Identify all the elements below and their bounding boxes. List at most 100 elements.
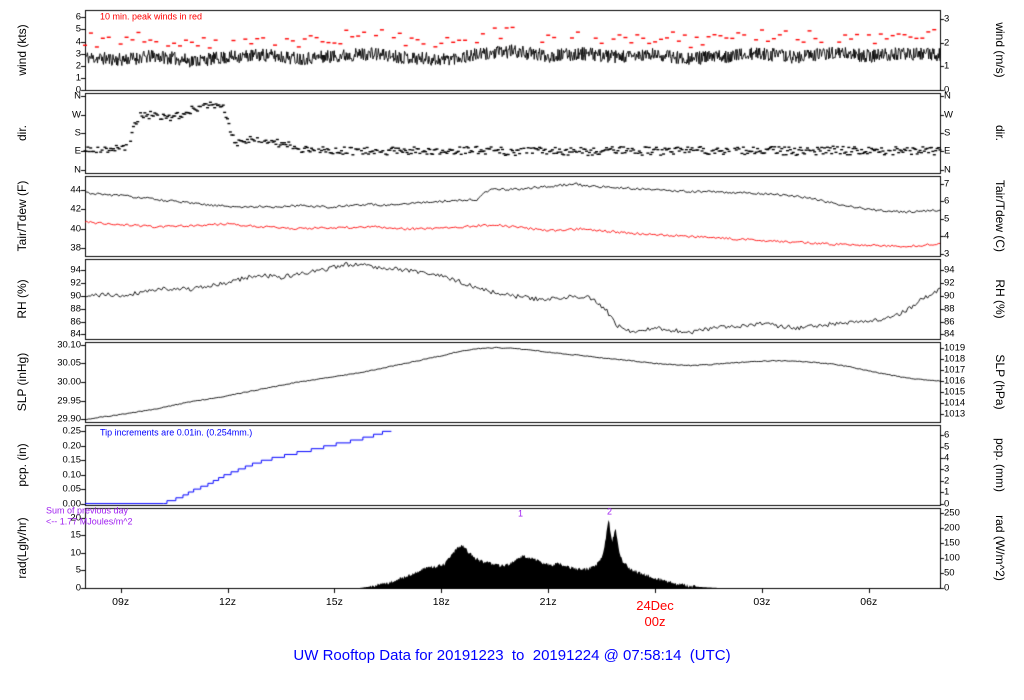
axis-title-relative-humidity-right: RH (%) — [993, 279, 1007, 319]
radiation-y-tick-right: 0 — [944, 582, 950, 594]
precipitation-y-tick-left: 0.05 — [62, 483, 82, 495]
temperature-y-tick-left: 40 — [70, 222, 81, 234]
x-tick-label: 03z — [753, 596, 771, 608]
chart-title: UW Rooftop Data for 20191223 to 20191224… — [293, 647, 731, 664]
temperature-y-tick-right: 4 — [944, 230, 950, 242]
x-tick-date: 24Dec — [636, 598, 674, 613]
sea-level-pressure-y-tick-right: 1019 — [944, 342, 966, 354]
x-tick-label: 12z — [219, 596, 236, 608]
radiation-annotation-3: 2 — [607, 506, 613, 517]
axis-title-wind-right: wind (m/s) — [993, 22, 1007, 78]
dir-y-tick-left: S — [74, 127, 81, 139]
relative-humidity-y-tick-right: 86 — [944, 315, 955, 327]
radiation-y-tick-right: 100 — [944, 552, 960, 564]
precipitation-y-tick-left: 0.25 — [62, 425, 82, 437]
wind-y-tick-left: 5 — [75, 23, 81, 35]
x-tick-label: 09z — [112, 596, 130, 608]
wind-y-tick-right: 3 — [944, 13, 950, 25]
sea-level-pressure-y-tick-right: 1015 — [944, 386, 966, 398]
radiation-annotation-0: Sum of previous day — [46, 505, 129, 516]
wind-y-tick-left: 3 — [75, 47, 81, 59]
radiation-y-tick-left: 10 — [70, 547, 81, 559]
dir-y-tick-left: N — [74, 90, 81, 102]
sea-level-pressure-y-tick-right: 1013 — [944, 408, 966, 420]
x-tick-label: 15z — [325, 596, 343, 608]
relative-humidity-y-tick-left: 86 — [70, 315, 81, 327]
sea-level-pressure-y-tick-right: 1018 — [944, 353, 966, 365]
precipitation-y-tick-right: 2 — [944, 475, 950, 487]
relative-humidity-y-tick-left: 84 — [70, 328, 81, 340]
dir-y-tick-right: S — [944, 127, 951, 139]
relative-humidity-y-tick-right: 90 — [944, 290, 955, 302]
axis-title-dir-left: dir. — [15, 124, 29, 142]
radiation-y-tick-right: 50 — [944, 567, 955, 579]
relative-humidity-y-tick-right: 94 — [944, 264, 955, 276]
axis-title-temperature-right: Tair/Tdew (C) — [993, 179, 1007, 253]
dir-y-tick-right: N — [944, 164, 951, 176]
x-tick-label: 18z — [432, 596, 450, 608]
precipitation-y-tick-left: 0.00 — [62, 497, 82, 509]
radiation-y-tick-left: 5 — [75, 564, 81, 576]
wind-y-tick-right: 2 — [944, 37, 950, 49]
sea-level-pressure-y-tick-right: 1016 — [944, 375, 966, 387]
dir-y-tick-left: W — [72, 108, 81, 120]
axis-title-radiation-left: rad(Lgly/hr) — [15, 517, 29, 579]
sea-level-pressure-y-tick-left: 29.95 — [57, 394, 81, 406]
precipitation-y-tick-right: 0 — [944, 497, 950, 509]
axis-title-precipitation-right: pcp. (mm) — [993, 438, 1007, 492]
sea-level-pressure-y-tick-right: 1017 — [944, 364, 966, 376]
dir-y-tick-right: E — [944, 145, 951, 157]
precipitation-y-tick-right: 6 — [944, 429, 950, 441]
dir-y-tick-left: E — [74, 145, 81, 157]
relative-humidity-y-tick-left: 88 — [70, 302, 81, 314]
radiation-y-tick-right: 250 — [944, 506, 960, 518]
axis-title-sea-level-pressure-right: SLP (hPa) — [993, 354, 1007, 410]
relative-humidity-y-tick-right: 88 — [944, 302, 955, 314]
radiation-annotation-1: <-- 1.77 MJoules/m^2 — [46, 516, 133, 527]
wind-y-tick-left: 4 — [75, 35, 81, 47]
relative-humidity-y-tick-right: 92 — [944, 277, 955, 289]
temperature-y-tick-left: 42 — [70, 203, 81, 215]
wind-y-tick-right: 1 — [944, 60, 950, 72]
temperature-y-tick-left: 44 — [70, 183, 81, 195]
precipitation-y-tick-right: 4 — [944, 452, 950, 464]
relative-humidity-y-tick-left: 94 — [70, 264, 81, 276]
x-tick-hour: 00z — [644, 614, 666, 629]
axis-title-radiation-right: rad (W/m^2) — [993, 515, 1007, 581]
dir-y-tick-left: N — [74, 164, 81, 176]
precipitation-y-tick-right: 3 — [944, 463, 950, 475]
axis-title-wind-left: wind (kts) — [15, 24, 29, 76]
relative-humidity-y-tick-right: 84 — [944, 328, 955, 340]
precipitation-y-tick-left: 0.20 — [62, 440, 82, 452]
temperature-y-tick-right: 3 — [944, 248, 950, 260]
radiation-y-tick-right: 150 — [944, 536, 960, 548]
wind-y-tick-left: 6 — [75, 11, 81, 23]
precipitation-y-tick-left: 0.10 — [62, 468, 82, 480]
sea-level-pressure-y-tick-left: 30.05 — [57, 357, 81, 369]
x-tick-label: 06z — [860, 596, 878, 608]
sea-level-pressure-y-tick-left: 30.10 — [57, 338, 81, 350]
radiation-y-tick-left: 0 — [75, 582, 81, 594]
precipitation-y-tick-right: 1 — [944, 486, 950, 498]
wind-annotation-0: 10 min. peak winds in red — [100, 11, 203, 22]
temperature-y-tick-left: 38 — [70, 242, 81, 254]
wind-y-tick-left: 2 — [75, 60, 81, 71]
radiation-y-tick-left: 15 — [70, 529, 81, 541]
wind-y-tick-right: 0 — [944, 84, 950, 96]
axis-title-relative-humidity-left: RH (%) — [15, 279, 29, 319]
precipitation-y-tick-left: 0.15 — [62, 454, 82, 466]
sea-level-pressure-y-tick-left: 30.00 — [57, 376, 81, 388]
relative-humidity-y-tick-left: 90 — [70, 290, 81, 302]
relative-humidity-y-tick-left: 92 — [70, 277, 81, 289]
axis-title-sea-level-pressure-left: SLP (inHg) — [15, 352, 29, 412]
radiation-y-tick-left: 20 — [70, 512, 81, 524]
axis-title-dir-right: dir. — [993, 124, 1007, 142]
radiation-y-tick-right: 200 — [944, 521, 960, 533]
x-tick-label: 21z — [539, 596, 557, 608]
sea-level-pressure-y-tick-right: 1014 — [944, 397, 966, 409]
wind-y-tick-left: 0 — [75, 84, 81, 96]
axis-title-precipitation-left: pcp. (in) — [15, 443, 29, 487]
wind-y-tick-left: 1 — [75, 72, 81, 84]
